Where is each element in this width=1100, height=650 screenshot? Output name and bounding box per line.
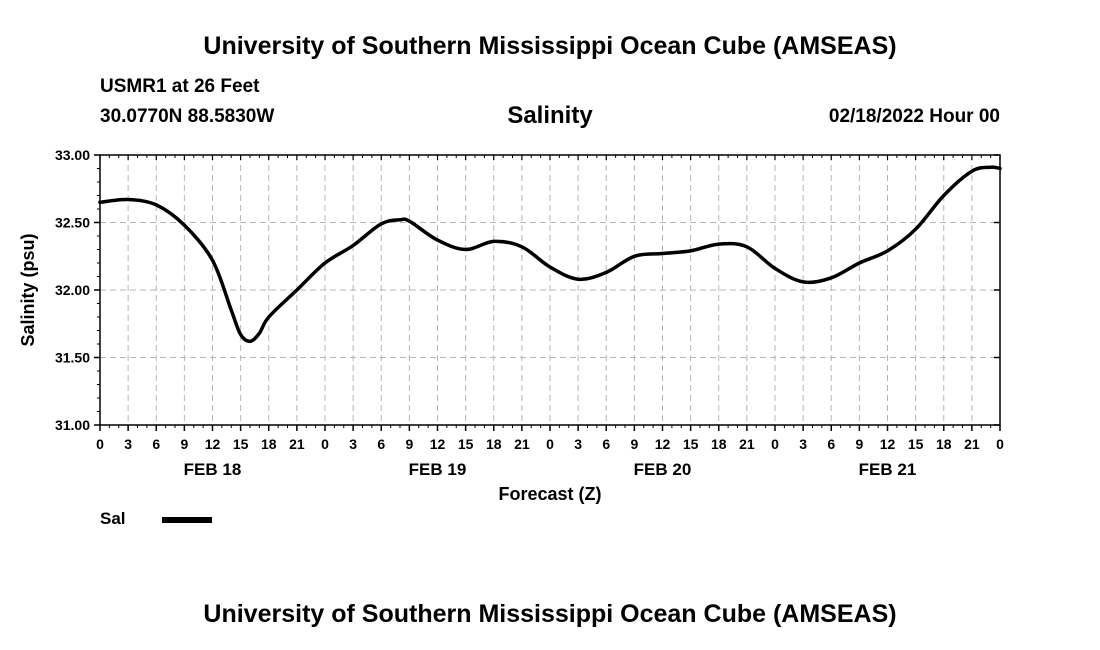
x-tick-label: 3	[124, 436, 132, 452]
legend-label: Sal	[100, 509, 126, 528]
x-tick-label: 0	[546, 436, 554, 452]
grid	[100, 154, 1000, 425]
x-axis: 0 3 6 9 12 15 18 21 0 3 6 9 12 15 18 21 0 3 6 9 12 15 18 21 0 3 6 9…	[96, 155, 1004, 452]
legend-swatch	[162, 517, 212, 523]
x-tick-label: 6	[377, 436, 385, 452]
series	[98, 165, 1002, 344]
x-tick-label: 12	[880, 436, 896, 452]
day-label: FEB 21	[859, 460, 917, 479]
x-tick-label: 0	[321, 436, 329, 452]
x-tick-label: 12	[430, 436, 446, 452]
x-tick-label: 9	[855, 436, 863, 452]
y-tick-label: 31.50	[55, 350, 90, 366]
day-labels: FEB 18 FEB 19 FEB 20 FEB 21	[184, 460, 917, 479]
x-tick-label: 18	[711, 436, 727, 452]
forecast-datetime: 02/18/2022 Hour 00	[828, 106, 1000, 127]
x-tick-label: 15	[458, 436, 474, 452]
x-tick-label: 6	[827, 436, 835, 452]
x-tick-label: 3	[574, 436, 582, 452]
chart-title: University of Southern Mississippi Ocean…	[203, 32, 897, 60]
day-label: FEB 20	[634, 460, 692, 479]
x-tick-label: 21	[514, 436, 530, 452]
salinity-chart: 31.00 31.50 32.00 32.50 33.00 0 3 6 9 12 15 18 21 0 3…	[18, 147, 1004, 504]
x-tick-label: 0	[771, 436, 779, 452]
x-tick-label: 3	[799, 436, 807, 452]
x-tick-label: 21	[739, 436, 755, 452]
day-label: FEB 19	[409, 460, 467, 479]
day-label: FEB 18	[184, 460, 242, 479]
x-tick-label: 3	[349, 436, 357, 452]
x-tick-label: 12	[205, 436, 221, 452]
series-line-sal	[98, 165, 1002, 344]
x-tick-label: 18	[486, 436, 502, 452]
station-label: USMR1 at 26 Feet	[100, 76, 260, 97]
x-tick-label: 9	[180, 436, 188, 452]
y-tick-label: 31.00	[55, 417, 90, 433]
x-tick-label: 9	[630, 436, 638, 452]
y-tick-label: 32.00	[55, 282, 90, 298]
y-axis-label: Salinity (psu)	[18, 233, 38, 346]
y-tick-label: 32.50	[55, 215, 90, 231]
x-tick-label: 18	[936, 436, 952, 452]
y-tick-label: 33.00	[55, 147, 90, 163]
station-coords: 30.0770N 88.5830W	[100, 106, 275, 127]
x-tick-label: 0	[96, 436, 104, 452]
x-tick-label: 15	[683, 436, 699, 452]
y-axis: 31.00 31.50 32.00 32.50 33.00	[55, 147, 1000, 433]
x-axis-label: Forecast (Z)	[498, 484, 601, 504]
x-tick-label: 15	[908, 436, 924, 452]
x-tick-label: 9	[405, 436, 413, 452]
x-tick-label: 18	[261, 436, 277, 452]
x-tick-label: 6	[152, 436, 160, 452]
x-tick-label: 21	[964, 436, 980, 452]
footer-title: University of Southern Mississippi Ocean…	[203, 600, 897, 628]
x-tick-label: 0	[996, 436, 1004, 452]
variable-title: Salinity	[507, 102, 593, 129]
x-tick-label: 6	[602, 436, 610, 452]
x-tick-label: 15	[233, 436, 249, 452]
x-tick-label: 12	[655, 436, 671, 452]
x-tick-label: 21	[289, 436, 305, 452]
